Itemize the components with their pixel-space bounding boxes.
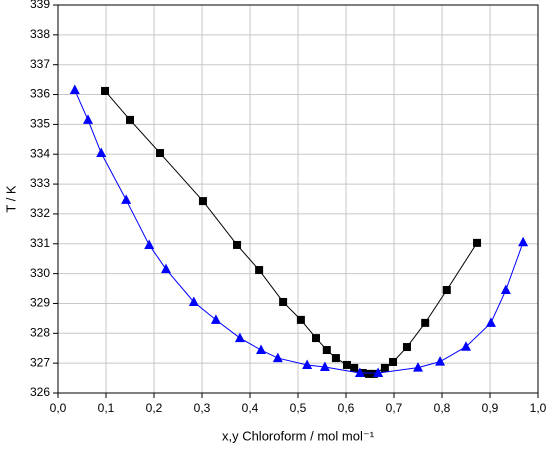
marker	[272, 352, 283, 363]
y-tick-label: 330	[30, 266, 50, 280]
marker	[380, 363, 389, 372]
marker	[256, 344, 267, 355]
marker	[121, 194, 132, 204]
marker	[296, 315, 305, 324]
x-tick-label: 0,0	[50, 401, 67, 415]
y-tick-label: 333	[30, 176, 50, 190]
marker	[350, 363, 359, 372]
y-tick-label: 334	[30, 146, 50, 160]
marker	[234, 332, 245, 343]
y-tick-label: 332	[30, 206, 50, 220]
marker	[473, 238, 482, 247]
marker	[126, 115, 134, 124]
y-tick-label: 337	[30, 57, 50, 71]
grid	[57, 4, 539, 394]
marker	[198, 197, 207, 206]
marker	[144, 239, 155, 249]
marker	[354, 367, 365, 378]
marker	[210, 314, 221, 324]
marker	[421, 318, 430, 327]
marker	[233, 240, 242, 249]
y-axis-label: T / K	[3, 185, 18, 213]
marker	[101, 86, 110, 95]
marker	[161, 263, 171, 274]
marker	[255, 266, 264, 275]
y-tick-label: 338	[30, 27, 50, 41]
marker	[342, 360, 351, 369]
marker	[188, 296, 199, 306]
x-tick-label: 0,6	[338, 401, 355, 415]
x-tick-label: 0,5	[290, 401, 307, 415]
marker	[518, 236, 529, 247]
x-tick-label: 0,7	[386, 401, 403, 415]
marker	[461, 341, 471, 351]
x-tick-label: 0,4	[242, 401, 259, 415]
marker	[319, 361, 330, 372]
x-tick-label: 0,2	[146, 401, 163, 415]
marker	[435, 356, 446, 366]
marker	[312, 334, 320, 343]
marker	[96, 147, 107, 158]
marker	[373, 367, 384, 378]
y-tick-label: 327	[30, 355, 50, 369]
x-tick-label: 0,1	[98, 401, 115, 415]
y-tick-label: 328	[30, 325, 50, 339]
marker	[442, 286, 451, 295]
marker	[322, 346, 331, 355]
marker	[83, 114, 93, 124]
marker	[279, 297, 288, 306]
marker	[369, 369, 378, 378]
y-tick-label: 326	[30, 385, 50, 399]
marker	[402, 343, 411, 352]
x-tick-label: 0,8	[434, 401, 451, 415]
marker	[69, 84, 80, 95]
y-tick-label: 339	[30, 0, 50, 11]
marker	[389, 357, 398, 366]
marker	[485, 317, 496, 327]
plot-frame	[57, 4, 539, 394]
y-tick-label: 335	[30, 117, 50, 131]
x-tick-label: 0,9	[482, 401, 499, 415]
marker	[500, 284, 511, 295]
series-line	[104, 90, 478, 375]
y-tick-label: 336	[30, 87, 50, 101]
marker	[413, 362, 423, 372]
x-tick-label: 1,0	[530, 401, 547, 415]
marker	[365, 369, 374, 378]
x-axis-label: x,y Chloroform / mol mol⁻¹	[222, 428, 375, 443]
y-tick-label: 329	[30, 296, 50, 310]
marker	[331, 354, 340, 363]
x-tick-label: 0,3	[194, 401, 211, 415]
marker	[302, 359, 313, 369]
y-tick-label: 331	[30, 236, 50, 250]
marker	[156, 149, 164, 158]
